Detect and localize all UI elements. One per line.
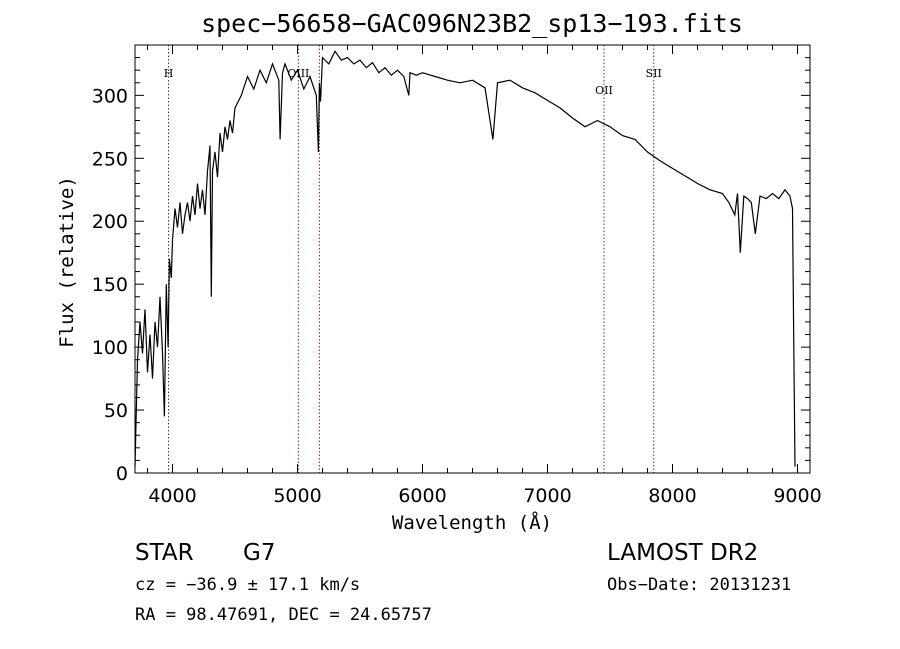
y-tick-label: 300 <box>92 85 128 107</box>
x-axis-ticks: 4000 5000 6000 7000 8000 9000 <box>147 45 822 507</box>
x-tick-label: 4000 <box>148 485 196 507</box>
y-axis-label: Flux (relative) <box>56 176 78 348</box>
x-tick-label: 8000 <box>648 485 696 507</box>
coordinates: RA = 98.47691, DEC = 24.65757 <box>135 605 432 625</box>
redshift-text: cz = −36.9 ± 17.1 km/s <box>135 575 360 595</box>
reference-line-label: H <box>164 67 174 80</box>
y-axis-ticks: 0 50 100 150 200 250 300 <box>92 57 810 485</box>
y-tick-label: 50 <box>104 400 128 422</box>
survey-name: LAMOST DR2 <box>607 540 758 566</box>
spectrum-line <box>134 50 796 467</box>
reference-line-label: OII <box>595 84 613 97</box>
y-tick-label: 0 <box>116 463 128 485</box>
reference-line-label: SII <box>646 67 662 80</box>
object-subclass: G7 <box>243 540 275 566</box>
object-class: STAR <box>135 540 194 566</box>
y-tick-label: 250 <box>92 148 128 170</box>
chart-title: spec−56658−GAC096N23B2_sp13−193.fits <box>201 9 743 38</box>
y-tick-label: 200 <box>92 211 128 233</box>
plot-frame <box>134 44 811 474</box>
x-axis-label: Wavelength (Å) <box>392 511 552 534</box>
x-tick-label: 7000 <box>523 485 571 507</box>
x-tick-label: 5000 <box>273 485 321 507</box>
obs-date: Obs−Date: 20131231 <box>607 575 791 595</box>
y-tick-label: 100 <box>92 337 128 359</box>
x-tick-label: 9000 <box>773 485 821 507</box>
y-tick-label: 150 <box>92 274 128 296</box>
x-tick-label: 6000 <box>398 485 446 507</box>
